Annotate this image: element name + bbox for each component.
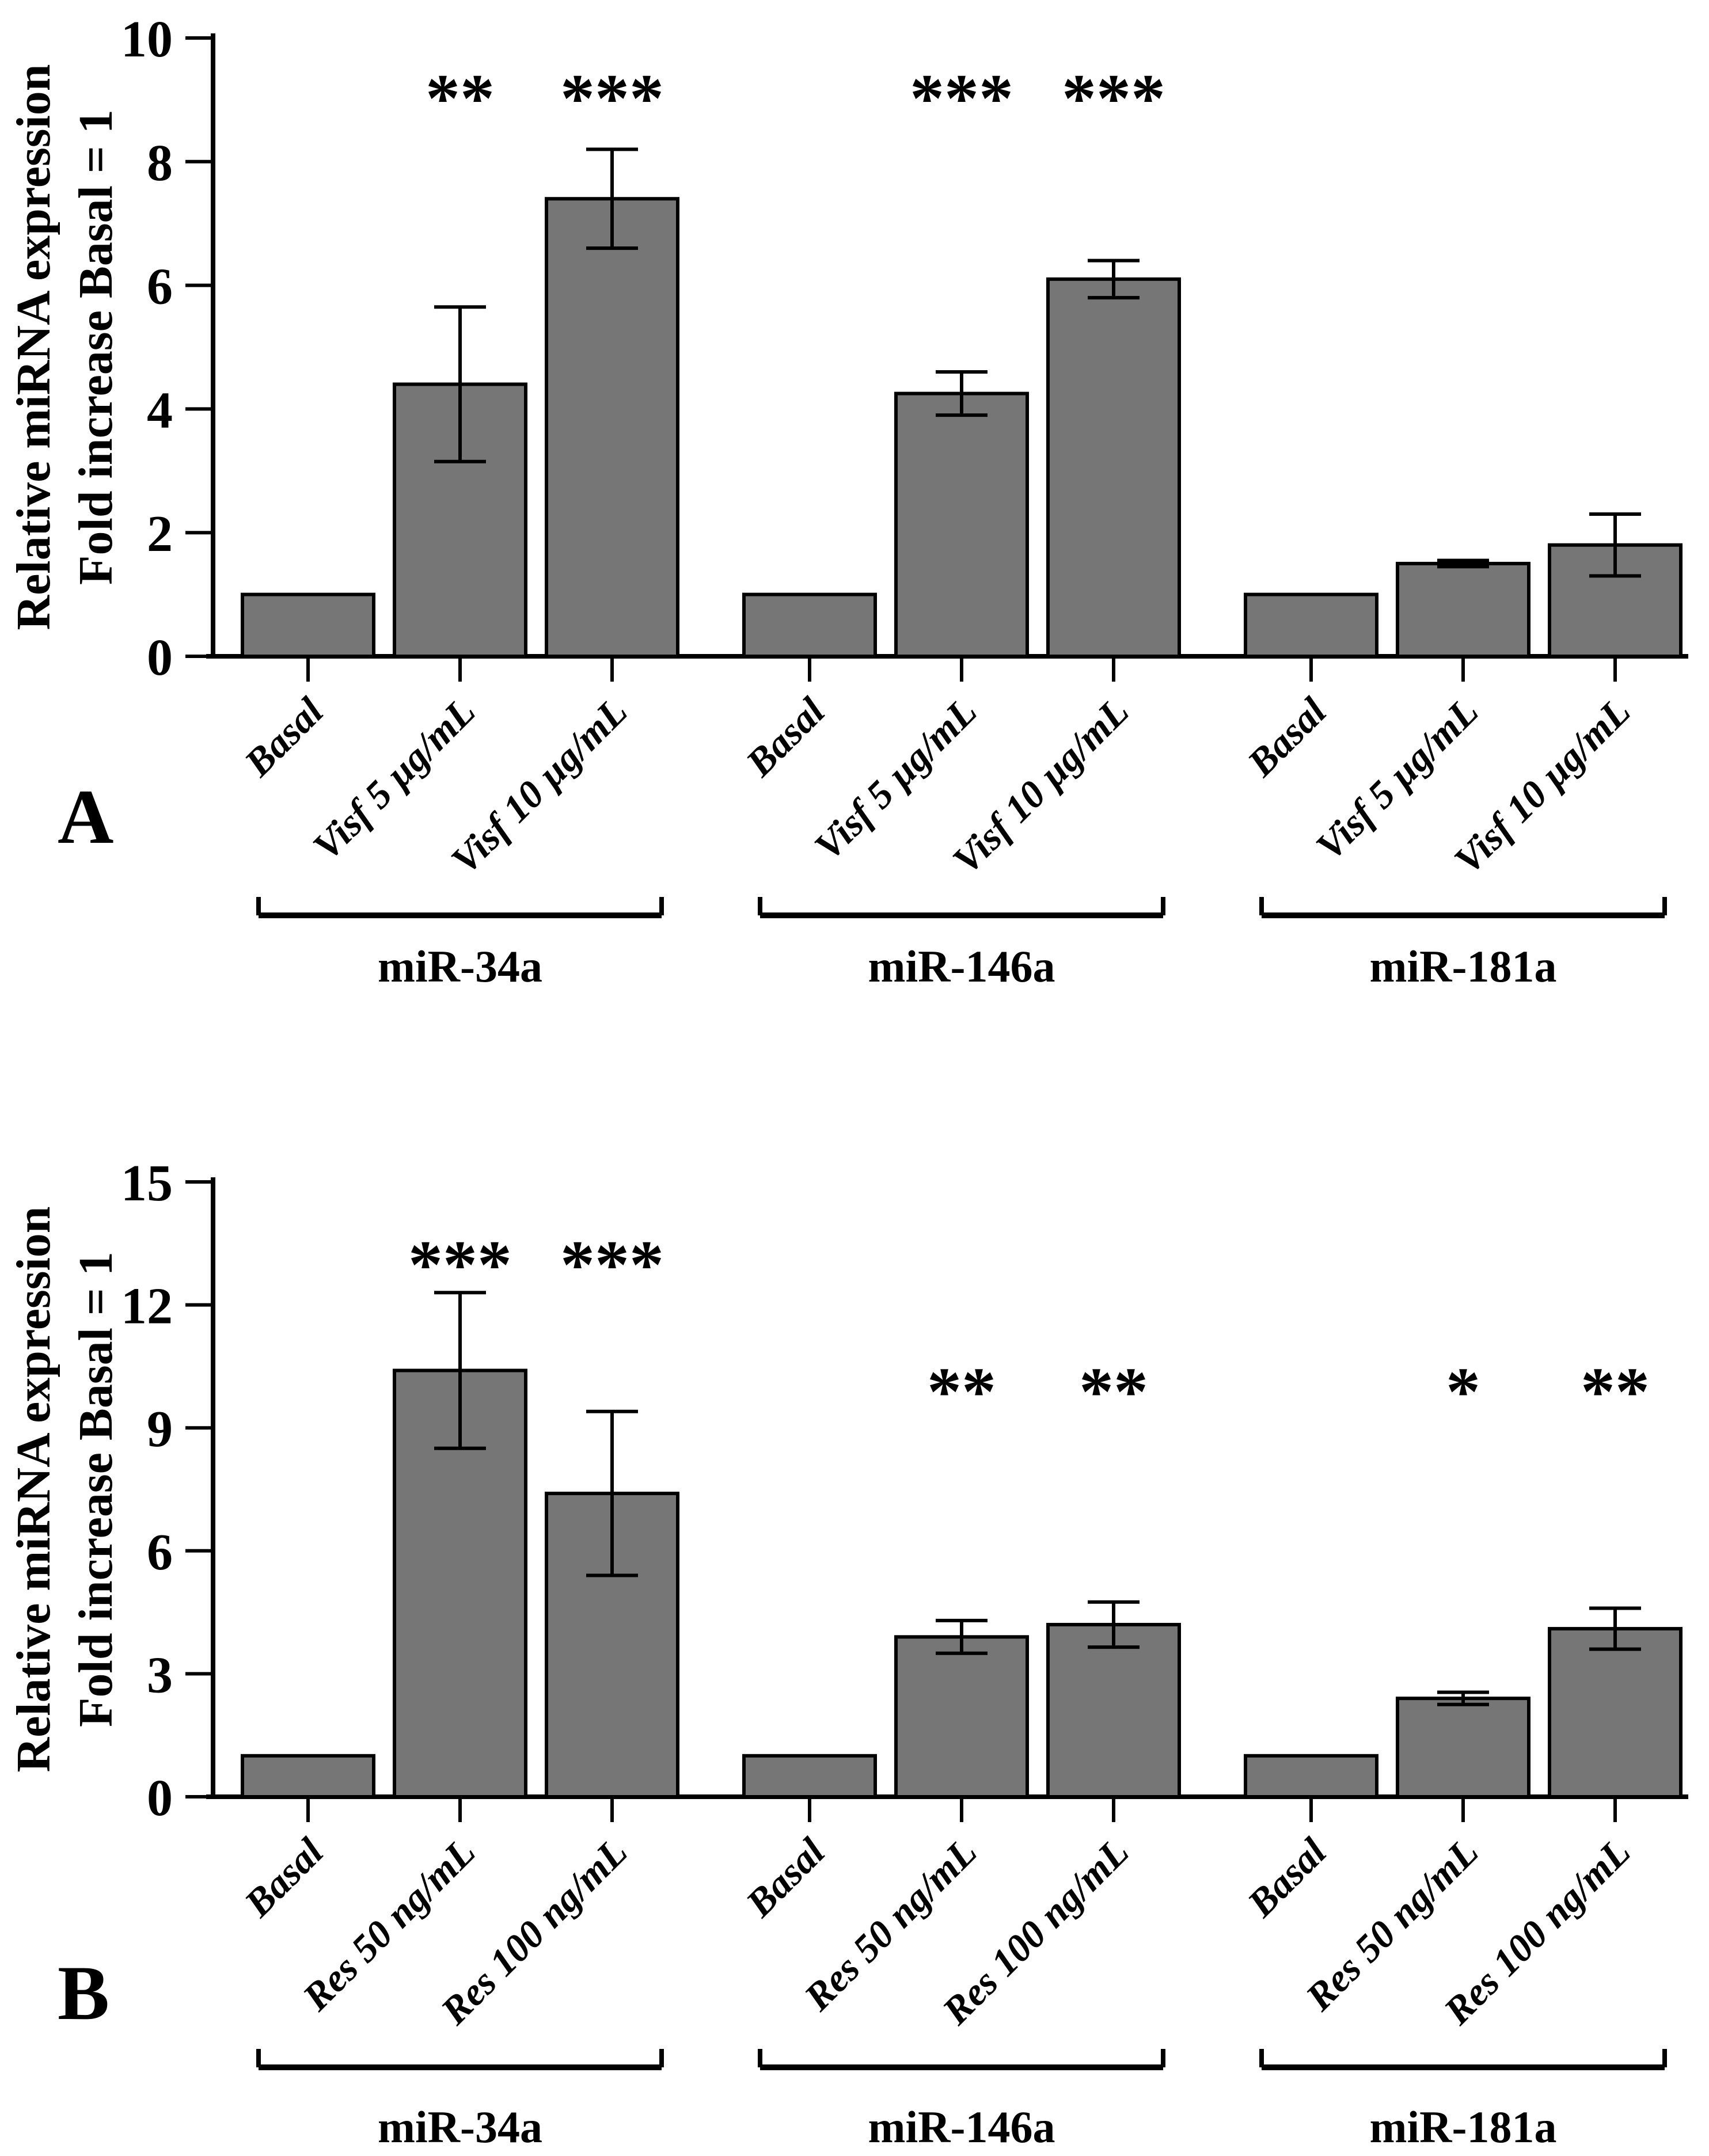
bar — [393, 382, 527, 658]
y-tick-label: 3 — [147, 1647, 173, 1703]
bar — [894, 391, 1029, 658]
bar — [1548, 543, 1683, 658]
significance-stars: ** — [1581, 1353, 1650, 1430]
y-axis-label: Fold increase Basal = 1 — [69, 109, 123, 585]
significance-stars: * — [1446, 1353, 1480, 1430]
panel-B-letter: B — [58, 1950, 110, 2036]
y-tick-label: 6 — [147, 258, 173, 315]
y-tick-label: 15 — [121, 1155, 173, 1212]
x-tick-label: Basal — [1239, 689, 1335, 785]
bar — [1244, 592, 1378, 658]
bar — [241, 592, 375, 658]
bar — [545, 197, 679, 658]
bar — [1046, 277, 1181, 658]
group-label: miR-34a — [378, 2102, 542, 2152]
panel-A-letter: A — [58, 774, 114, 860]
y-tick-label: 6 — [147, 1524, 173, 1581]
y-tick-label: 12 — [121, 1278, 173, 1335]
bar — [1548, 1627, 1683, 1799]
y-tick-label: 9 — [147, 1401, 173, 1458]
bar — [1244, 1754, 1378, 1799]
bar — [742, 1754, 877, 1799]
significance-stars: *** — [910, 60, 1013, 136]
y-axis-label: Fold increase Basal = 1 — [69, 1252, 123, 1727]
bar — [241, 1754, 375, 1799]
y-tick-label: 8 — [147, 135, 173, 192]
bar — [1396, 561, 1530, 659]
bar — [894, 1635, 1029, 1798]
bar — [1046, 1622, 1181, 1799]
y-axis-label: Relative miRNA expression — [7, 1206, 60, 1772]
bar — [742, 592, 877, 658]
significance-stars: ** — [1079, 1353, 1148, 1430]
y-tick-label: 4 — [147, 382, 173, 439]
group-label: miR-181a — [1370, 2102, 1557, 2152]
significance-stars: *** — [1062, 60, 1165, 136]
y-axis-label: Relative miRNA expression — [7, 64, 60, 630]
panel-A: 0 2 4 6 8 10 Relative miRNA expression Fold inc… — [7, 11, 1688, 991]
y-tick-label: 0 — [147, 629, 173, 686]
x-tick-label: Basal — [737, 689, 833, 785]
x-tick-label: Basal — [1239, 1830, 1335, 1926]
significance-stars: ** — [426, 60, 495, 136]
group-label: miR-146a — [868, 941, 1055, 991]
group-label: miR-146a — [868, 2102, 1055, 2152]
panel-B: 0 3 6 9 12 15 Relative miRNA expression Fold in… — [0, 1078, 1709, 2156]
group-label: miR-181a — [1370, 941, 1557, 991]
x-tick-label: Basal — [737, 1830, 833, 1926]
y-tick-label: 10 — [121, 11, 173, 68]
x-tick-label: Basal — [236, 1830, 332, 1926]
significance-stars: *** — [560, 1226, 664, 1303]
panel-B-chart: 0 3 6 9 12 15 Relative miRNA expression Fold in… — [7, 1155, 1688, 2152]
significance-stars: ** — [927, 1353, 996, 1430]
y-tick-label: 0 — [147, 1770, 173, 1827]
x-tick-label: Basal — [236, 689, 332, 785]
group-label: miR-34a — [378, 941, 542, 991]
significance-stars: *** — [408, 1226, 512, 1303]
y-tick-label: 2 — [147, 505, 173, 562]
panel-A-chart: 0 2 4 6 8 10 Relative miRNA expression Fold inc… — [7, 11, 1688, 991]
bar — [1396, 1697, 1530, 1798]
significance-stars: *** — [560, 60, 664, 136]
